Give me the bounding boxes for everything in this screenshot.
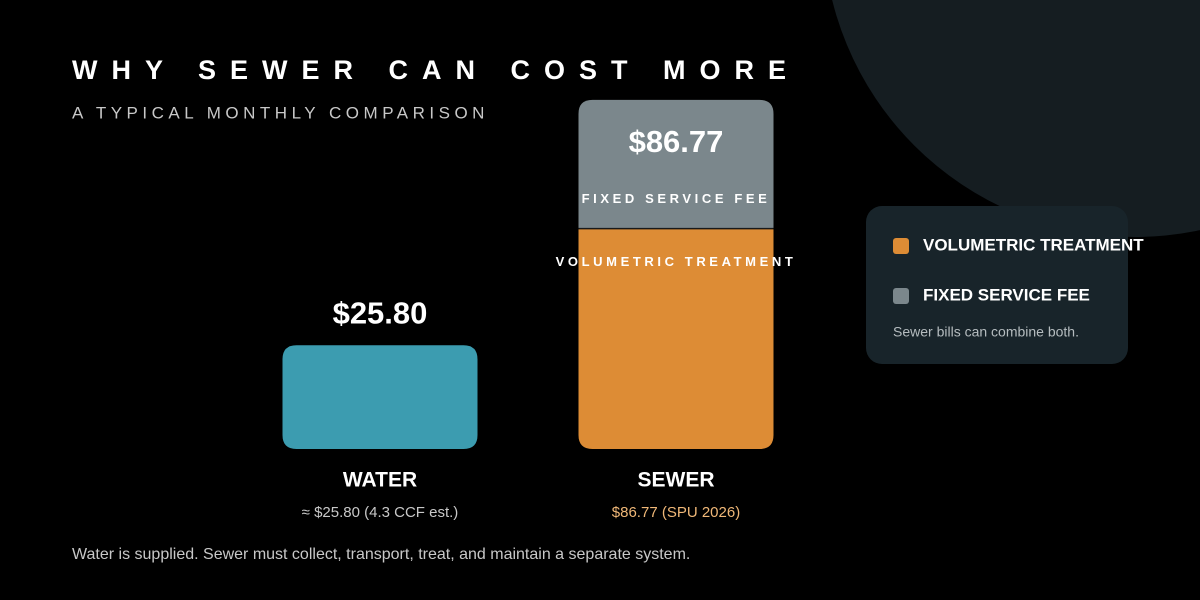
bar-segment (578, 228, 774, 449)
legend-label: FIXED SERVICE FEE (923, 285, 1090, 304)
total-label: $25.80 (333, 295, 428, 330)
segment-label: FIXED SERVICE FEE (582, 191, 771, 206)
decor-circle (832, 0, 1200, 237)
legend-swatch (893, 288, 909, 304)
category-label: SEWER (637, 469, 714, 492)
legend-box (866, 206, 1128, 364)
bar-segment (282, 345, 478, 449)
legend-swatch (893, 238, 909, 254)
chart-title: WHY SEWER CAN COST MORE (72, 55, 800, 85)
category-note: $86.77 (SPU 2026) (612, 504, 740, 521)
bar-segment (578, 99, 774, 229)
chart-subtitle: A TYPICAL MONTHLY COMPARISON (72, 103, 489, 122)
footnote: Water is supplied. Sewer must collect, t… (72, 546, 690, 563)
category-label: WATER (343, 469, 417, 492)
legend-label: VOLUMETRIC TREATMENT (923, 235, 1144, 254)
total-label: $86.77 (629, 124, 724, 159)
category-note: ≈ $25.80 (4.3 CCF est.) (302, 504, 459, 521)
legend-note: Sewer bills can combine both. (893, 324, 1079, 340)
segment-label: VOLUMETRIC TREATMENT (556, 254, 797, 269)
